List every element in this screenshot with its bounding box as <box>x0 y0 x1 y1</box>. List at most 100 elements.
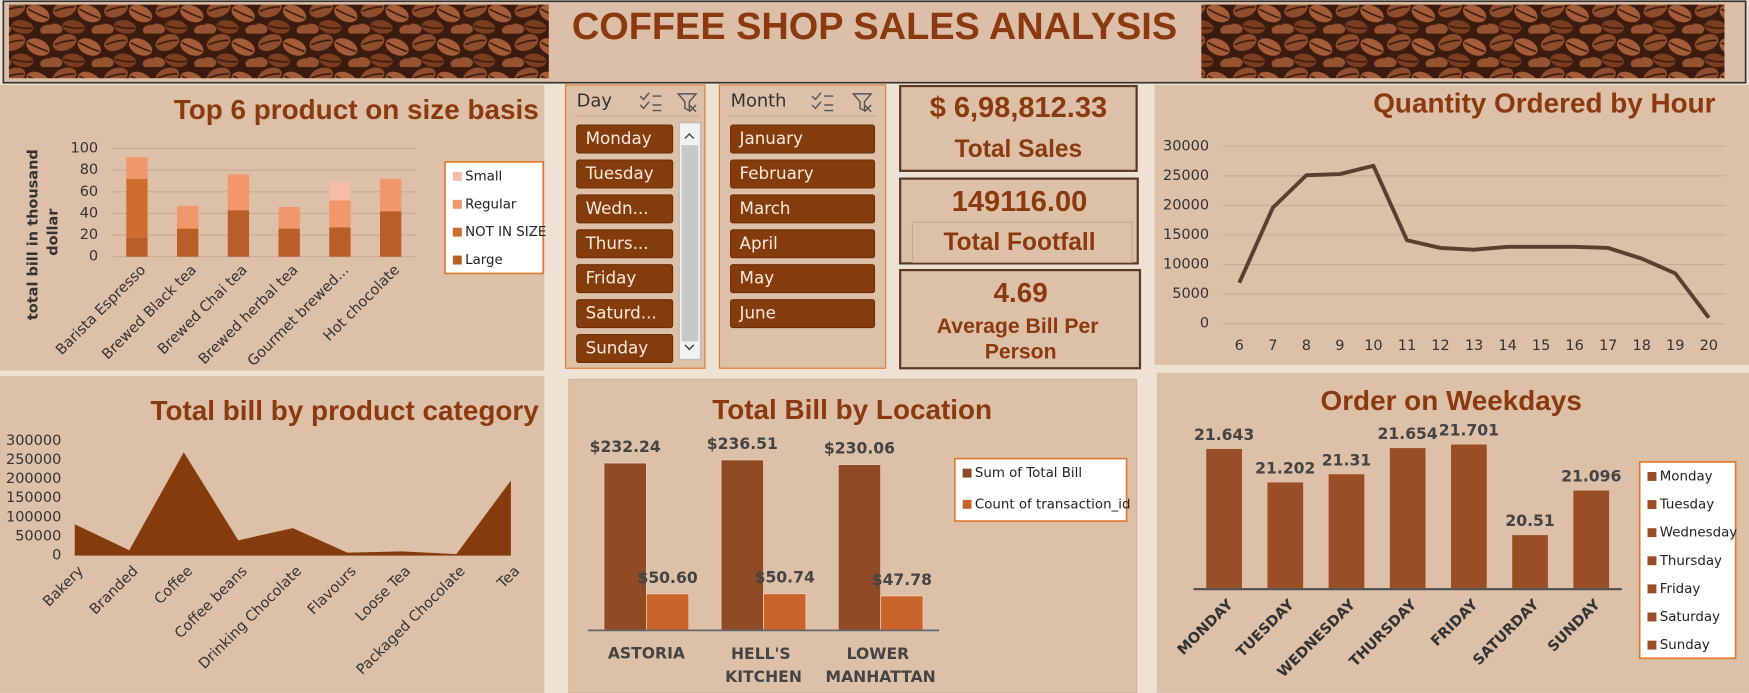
slicer-item[interactable] <box>576 334 674 364</box>
bar-segment <box>227 174 250 211</box>
bar <box>837 464 881 631</box>
slicer-item[interactable] <box>730 159 876 189</box>
x-tick-label: 15 <box>1532 338 1550 354</box>
slicer-title: Month <box>731 91 787 112</box>
kpi-label: Total Footfall <box>943 229 1095 256</box>
y-tick-label: 80 <box>80 162 98 178</box>
bar-segment <box>177 228 199 257</box>
bar-segment <box>329 200 351 228</box>
slicer-item-label[interactable]: Sunday <box>586 338 649 358</box>
y-tick-label: 100000 <box>6 509 61 525</box>
slicer-item[interactable] <box>730 299 876 329</box>
slicer-item[interactable] <box>576 299 674 329</box>
bar-segment <box>126 237 148 257</box>
legend-swatch <box>1647 640 1657 650</box>
slicer-item-label[interactable]: April <box>740 233 778 253</box>
y-tick-label: 20000 <box>1163 197 1209 213</box>
legend-label: Saturday <box>1660 610 1720 625</box>
y-axis-label: total bill in thousand dollar <box>25 144 61 320</box>
bar-segment <box>126 178 148 238</box>
y-tick-label: 300000 <box>6 433 61 449</box>
y-tick-label: 60 <box>80 184 98 200</box>
y-tick-label: 0 <box>1200 316 1209 332</box>
scrollbar-thumb[interactable] <box>681 145 699 342</box>
bar <box>763 593 807 631</box>
bar <box>646 593 690 631</box>
data-label: $50.60 <box>637 569 697 587</box>
legend-swatch <box>452 199 462 209</box>
x-tick-label: 13 <box>1465 338 1483 354</box>
chart-title: Total Bill by Location <box>712 394 992 425</box>
legend-swatch <box>1647 500 1657 510</box>
data-label: 21.096 <box>1561 468 1621 486</box>
legend-swatch <box>1647 612 1657 622</box>
x-tick-label: 17 <box>1599 338 1617 354</box>
slicer-item[interactable] <box>576 264 674 294</box>
slicer-item[interactable] <box>576 159 674 189</box>
x-tick-label: 10 <box>1364 338 1382 354</box>
slicer-item[interactable] <box>730 194 876 224</box>
slicer-item-label[interactable]: Monday <box>586 128 652 148</box>
kpi-value: 149116.00 <box>952 186 1087 218</box>
bean-image <box>8 4 549 79</box>
legend-label: NOT IN SIZE <box>465 225 546 240</box>
legend-label: Regular <box>465 197 517 212</box>
bar-segment <box>126 157 148 179</box>
bar-segment <box>380 178 402 212</box>
slicer-item-label[interactable]: Saturd... <box>586 303 657 323</box>
legend-label: Large <box>465 253 503 268</box>
slicer-item-label[interactable]: Thurs... <box>585 233 649 253</box>
slicer-item-label[interactable]: Wedn... <box>586 198 649 218</box>
y-tick-label: 200000 <box>6 471 61 487</box>
slicer-item-label[interactable]: February <box>740 163 814 183</box>
slicer-item[interactable] <box>576 124 674 154</box>
y-tick-label: 10000 <box>1163 257 1209 273</box>
legend-label: Count of transaction_id <box>975 497 1131 512</box>
data-label: $232.24 <box>590 438 661 456</box>
legend-label: Wednesday <box>1660 526 1738 541</box>
slicer-item-label[interactable]: May <box>740 268 775 288</box>
data-label: $47.78 <box>872 571 932 589</box>
legend-swatch <box>1647 556 1657 566</box>
slicer-item-label[interactable]: Tuesday <box>585 163 654 183</box>
bar-segment <box>177 205 199 229</box>
legend-label: Tuesday <box>1659 498 1714 513</box>
y-tick-label: 40 <box>80 205 98 221</box>
slicer-item[interactable] <box>730 229 876 259</box>
bar-segment <box>329 227 351 257</box>
chart-title: Total bill by product category <box>151 395 540 426</box>
y-tick-label: 100 <box>70 141 98 157</box>
line <box>1237 163 1711 319</box>
bar-segment <box>227 210 250 257</box>
legend-swatch <box>962 499 972 509</box>
slicer-item[interactable] <box>576 229 674 259</box>
kpi-value: $ 6,98,812.33 <box>930 92 1107 124</box>
slicer-item[interactable] <box>576 194 674 224</box>
x-tick-label: 6 <box>1235 338 1244 354</box>
slicer-item[interactable] <box>730 264 876 294</box>
legend-label: Thursday <box>1659 554 1722 569</box>
bar-segment <box>329 182 351 201</box>
data-label: 21.202 <box>1255 460 1315 478</box>
legend-swatch <box>1647 528 1657 538</box>
dashboard-title: COFFEE SHOP SALES ANALYSIS <box>572 6 1177 48</box>
scroll-arrows[interactable] <box>684 132 695 351</box>
y-tick-label: 25000 <box>1163 168 1209 184</box>
slicer-item-label[interactable]: March <box>740 198 791 218</box>
slicer-item-label[interactable]: Friday <box>586 268 637 288</box>
bar-segment <box>278 228 300 257</box>
slicer-item[interactable] <box>730 124 876 154</box>
slicer-item-label[interactable]: June <box>739 303 776 323</box>
slicer-title: Day <box>577 91 613 112</box>
data-label: 21.701 <box>1439 422 1499 440</box>
legend-box <box>953 457 1128 522</box>
x-tick-label: HELL'S KITCHEN <box>725 644 802 685</box>
bar-segment <box>278 206 300 229</box>
x-tick-label: 19 <box>1666 338 1684 354</box>
x-tick-label: 20 <box>1700 338 1718 354</box>
x-tick-label: 8 <box>1302 338 1311 354</box>
legend-swatch <box>1647 471 1657 481</box>
legend-label: Friday <box>1660 582 1701 597</box>
slicer-item-label[interactable]: January <box>739 128 803 148</box>
area <box>74 452 511 556</box>
